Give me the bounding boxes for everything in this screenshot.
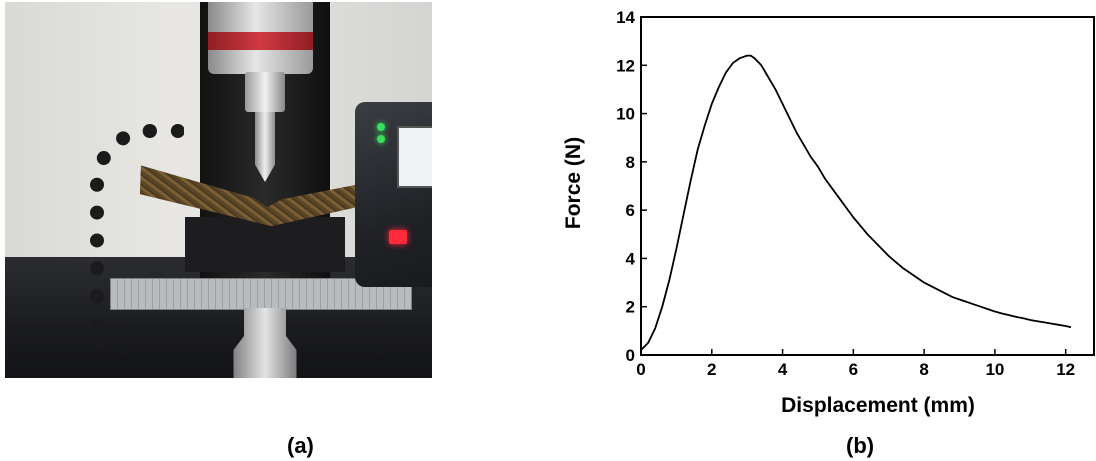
panel-label-a: (a)	[287, 433, 314, 458]
y-tick-label: 10	[616, 105, 635, 124]
test-setup-photo	[5, 2, 432, 378]
y-tick-label: 14	[616, 8, 635, 27]
y-axis-label: Force (N)	[562, 137, 585, 229]
x-tick-label: 6	[849, 360, 858, 379]
status-led-green	[377, 135, 385, 143]
x-tick-label: 8	[919, 360, 928, 379]
plot-frame	[640, 16, 1095, 356]
machine-base	[185, 217, 345, 272]
y-tick-label: 6	[626, 201, 635, 220]
x-tick-label: 2	[707, 360, 716, 379]
y-tick-label: 0	[626, 346, 635, 365]
y-tick-label: 2	[626, 298, 635, 317]
y-tick-label: 12	[616, 56, 635, 75]
panel-label-b: (b)	[846, 433, 875, 458]
status-led-green	[377, 123, 385, 131]
y-tick-label: 4	[626, 249, 636, 268]
wedge-probe	[255, 112, 275, 182]
controller-screen	[397, 126, 432, 188]
y-tick-label: 8	[626, 153, 635, 172]
red-indicator	[389, 230, 407, 244]
x-axis-label: Displacement (mm)	[781, 394, 975, 417]
force-curve-line	[640, 54, 1072, 351]
support-foot	[233, 308, 297, 378]
x-tick-label: 4	[778, 360, 788, 379]
x-tick-label: 0	[636, 360, 645, 379]
probe-clamp	[245, 72, 285, 112]
x-tick-label: 12	[1056, 360, 1075, 379]
x-tick-label: 10	[985, 360, 1004, 379]
load-cell-red-band	[208, 32, 313, 50]
